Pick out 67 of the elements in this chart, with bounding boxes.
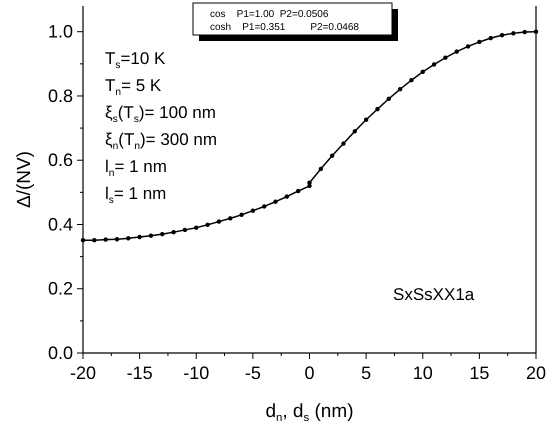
point	[386, 96, 391, 102]
x-tick-label: 10	[412, 363, 433, 383]
x-tick-label: -15	[126, 363, 153, 383]
point	[534, 30, 538, 34]
y-tick-label: 0.6	[48, 150, 73, 170]
point	[511, 31, 516, 36]
y-tick-label: 0.0	[48, 343, 73, 363]
annotation: cos P1=1.00 P2=0.0506	[210, 9, 329, 20]
y-tick-label: 0.4	[48, 214, 73, 234]
x-tick-label: 20	[526, 363, 546, 383]
point	[160, 232, 164, 236]
x-tick-label: -10	[183, 363, 210, 383]
point	[443, 56, 448, 60]
y-tick-label: 1.0	[48, 22, 73, 42]
y-tick-label: 0.8	[48, 86, 73, 106]
point	[250, 208, 256, 213]
point	[409, 78, 414, 82]
annotation: l$_{n}$= 1 nm	[105, 157, 167, 178]
y-tick-label: 0.2	[48, 278, 73, 299]
point	[307, 180, 312, 185]
point	[352, 129, 357, 134]
annotation: T$_{s}$=10 K	[105, 49, 166, 70]
point	[228, 216, 232, 221]
point	[182, 228, 188, 232]
point	[420, 70, 425, 74]
point	[92, 238, 97, 242]
point	[318, 166, 324, 172]
point	[466, 44, 470, 49]
annotation: cosh P1=0.351 P2=0.0468	[210, 22, 360, 33]
annotation: ξ$_{n}$(T$_{n}$)= 300 nm	[105, 130, 218, 152]
x-tick-label: 0	[304, 363, 315, 383]
annotation: ξ$_{s}$(T$_{s}$)= 100 nm	[105, 103, 216, 124]
point	[239, 212, 244, 218]
point	[522, 30, 527, 34]
point	[477, 40, 482, 44]
annotation: T$_{n}$= 5 K	[105, 76, 162, 98]
point	[171, 230, 176, 234]
point	[216, 219, 222, 224]
annotation: SxSsXX1a	[393, 285, 475, 304]
point	[488, 36, 493, 40]
point	[80, 238, 86, 242]
point	[341, 141, 346, 146]
point	[137, 234, 142, 240]
point	[284, 194, 290, 199]
point	[194, 225, 198, 230]
point	[454, 49, 459, 54]
y-axis-title: Δ/(NV)	[14, 150, 35, 208]
x-tick-label: -5	[244, 363, 261, 383]
annotation: l$_{s}$= 1 nm	[105, 184, 166, 206]
point	[375, 106, 380, 112]
x-tick-label: 5	[361, 363, 372, 383]
point	[364, 118, 368, 122]
point	[114, 237, 120, 242]
point	[398, 87, 402, 92]
point	[432, 62, 436, 67]
x-tick-label: 15	[469, 363, 490, 383]
point	[148, 234, 154, 238]
point	[296, 188, 300, 194]
x-tick-label: -20	[70, 363, 96, 383]
point	[103, 237, 108, 242]
point	[500, 33, 504, 38]
x-axis-title: d$_{n}$, d$_{s}$ (nm)	[265, 401, 354, 424]
point	[273, 199, 278, 204]
point	[262, 204, 266, 209]
point	[126, 236, 130, 240]
point	[205, 222, 210, 228]
point	[330, 154, 334, 158]
